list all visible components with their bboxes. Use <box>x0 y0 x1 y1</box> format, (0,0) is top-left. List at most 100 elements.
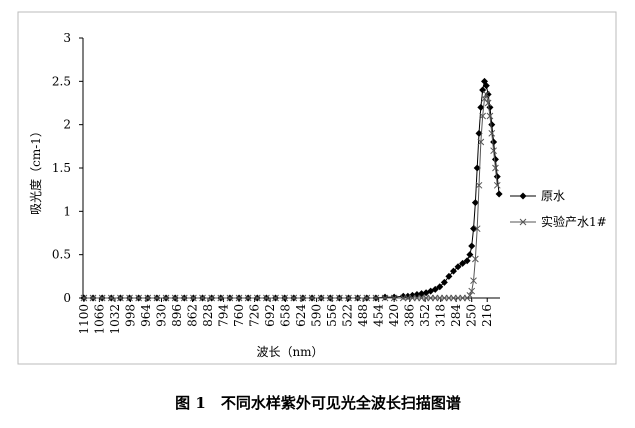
x-tick-label: 284 <box>449 304 463 327</box>
marker-x <box>490 147 497 155</box>
marker-x <box>126 294 133 302</box>
series-line <box>83 79 500 299</box>
marker-x <box>308 294 316 302</box>
marker-diamond <box>493 173 501 181</box>
marker-x <box>372 294 380 302</box>
marker-x <box>263 294 270 302</box>
y-tick-label: 0.5 <box>52 248 71 262</box>
marker-diamond <box>431 285 439 293</box>
marker-x <box>484 99 492 107</box>
y-tick-label: 2.5 <box>52 74 71 88</box>
marker-x <box>144 294 152 302</box>
marker-diamond <box>488 121 496 129</box>
marker-x <box>363 294 371 302</box>
marker-x <box>199 294 206 302</box>
x-tick-label: 1066 <box>92 304 106 335</box>
chart-title: 图 1 不同水样紫外可见光全波长扫描图谱 <box>175 394 461 412</box>
y-tick-label: 0 <box>63 291 71 305</box>
x-tick-label: 658 <box>279 304 293 327</box>
chart-frame <box>17 11 617 365</box>
marker-diamond <box>449 267 457 275</box>
x-tick-label: 488 <box>356 304 370 327</box>
y-tick-label: 3 <box>63 31 71 45</box>
x-tick-label: 352 <box>418 304 432 327</box>
marker-x <box>208 294 216 302</box>
x-tick-label: 794 <box>217 304 231 327</box>
x-tick-label: 760 <box>232 304 246 327</box>
marker-x <box>354 294 362 302</box>
marker-diamond <box>445 272 453 280</box>
marker-diamond <box>459 259 467 267</box>
marker-x <box>299 294 307 302</box>
y-axis-label: 吸光度（cm-1） <box>28 125 43 215</box>
marker-diamond <box>440 278 448 286</box>
marker-diamond <box>519 192 527 200</box>
marker-diamond <box>381 293 389 301</box>
marker-diamond <box>390 293 398 301</box>
marker-diamond <box>490 138 498 146</box>
marker-x <box>317 294 325 302</box>
marker-x <box>477 138 485 146</box>
marker-x <box>107 294 115 302</box>
marker-diamond <box>482 82 490 90</box>
marker-x <box>290 294 298 302</box>
marker-x <box>381 294 389 302</box>
x-tick-label: 216 <box>480 304 494 327</box>
marker-x <box>226 294 234 302</box>
marker-x <box>153 294 161 302</box>
marker-x <box>470 277 477 285</box>
x-tick-label: 522 <box>341 304 355 327</box>
marker-x <box>390 294 398 302</box>
y-tick-label: 1.5 <box>52 161 71 175</box>
marker-x <box>473 225 481 233</box>
x-tick-label: 454 <box>372 304 386 327</box>
marker-x <box>244 294 252 302</box>
marker-diamond <box>468 242 476 250</box>
marker-x <box>235 294 243 302</box>
x-tick-label: 862 <box>185 304 199 327</box>
marker-diamond <box>463 257 471 265</box>
marker-diamond <box>495 190 503 198</box>
marker-diamond <box>477 103 485 111</box>
marker-x <box>180 294 188 302</box>
marker-diamond <box>473 164 481 172</box>
marker-x <box>475 181 483 189</box>
x-tick-label: 420 <box>387 304 401 327</box>
marker-x <box>466 292 474 299</box>
legend-label: 原水 <box>541 189 565 203</box>
x-tick-label: 590 <box>310 304 324 327</box>
x-tick-label: 1032 <box>108 304 122 335</box>
marker-diamond <box>454 263 462 271</box>
x-tick-label: 726 <box>248 304 262 327</box>
marker-x <box>488 129 496 137</box>
marker-diamond <box>471 199 479 207</box>
marker-x <box>492 164 499 172</box>
marker-x <box>98 294 106 302</box>
y-tick-label: 2 <box>63 118 71 132</box>
marker-x <box>272 294 279 302</box>
x-tick-label: 896 <box>170 304 184 327</box>
marker-x <box>345 294 352 302</box>
marker-x <box>482 90 490 98</box>
marker-x <box>468 287 476 295</box>
marker-diamond <box>436 283 444 291</box>
marker-x <box>253 294 261 302</box>
marker-x <box>519 218 527 226</box>
x-tick-label: 692 <box>263 304 277 327</box>
marker-x <box>190 294 197 302</box>
marker-x <box>336 294 343 302</box>
x-tick-label: 318 <box>434 304 448 327</box>
marker-x <box>472 255 479 263</box>
x-tick-label: 828 <box>201 304 215 327</box>
x-axis-label: 波长（nm） <box>256 345 323 359</box>
marker-diamond <box>408 291 416 299</box>
legend-label: 实验产水1# <box>541 214 607 229</box>
marker-x <box>281 294 289 302</box>
y-tick-label: 1 <box>63 204 71 218</box>
x-tick-label: 556 <box>325 304 339 327</box>
marker-x <box>326 294 334 302</box>
x-tick-label: 1100 <box>77 304 91 335</box>
marker-x <box>217 294 225 302</box>
marker-x <box>479 112 487 120</box>
marker-diamond <box>475 129 483 137</box>
